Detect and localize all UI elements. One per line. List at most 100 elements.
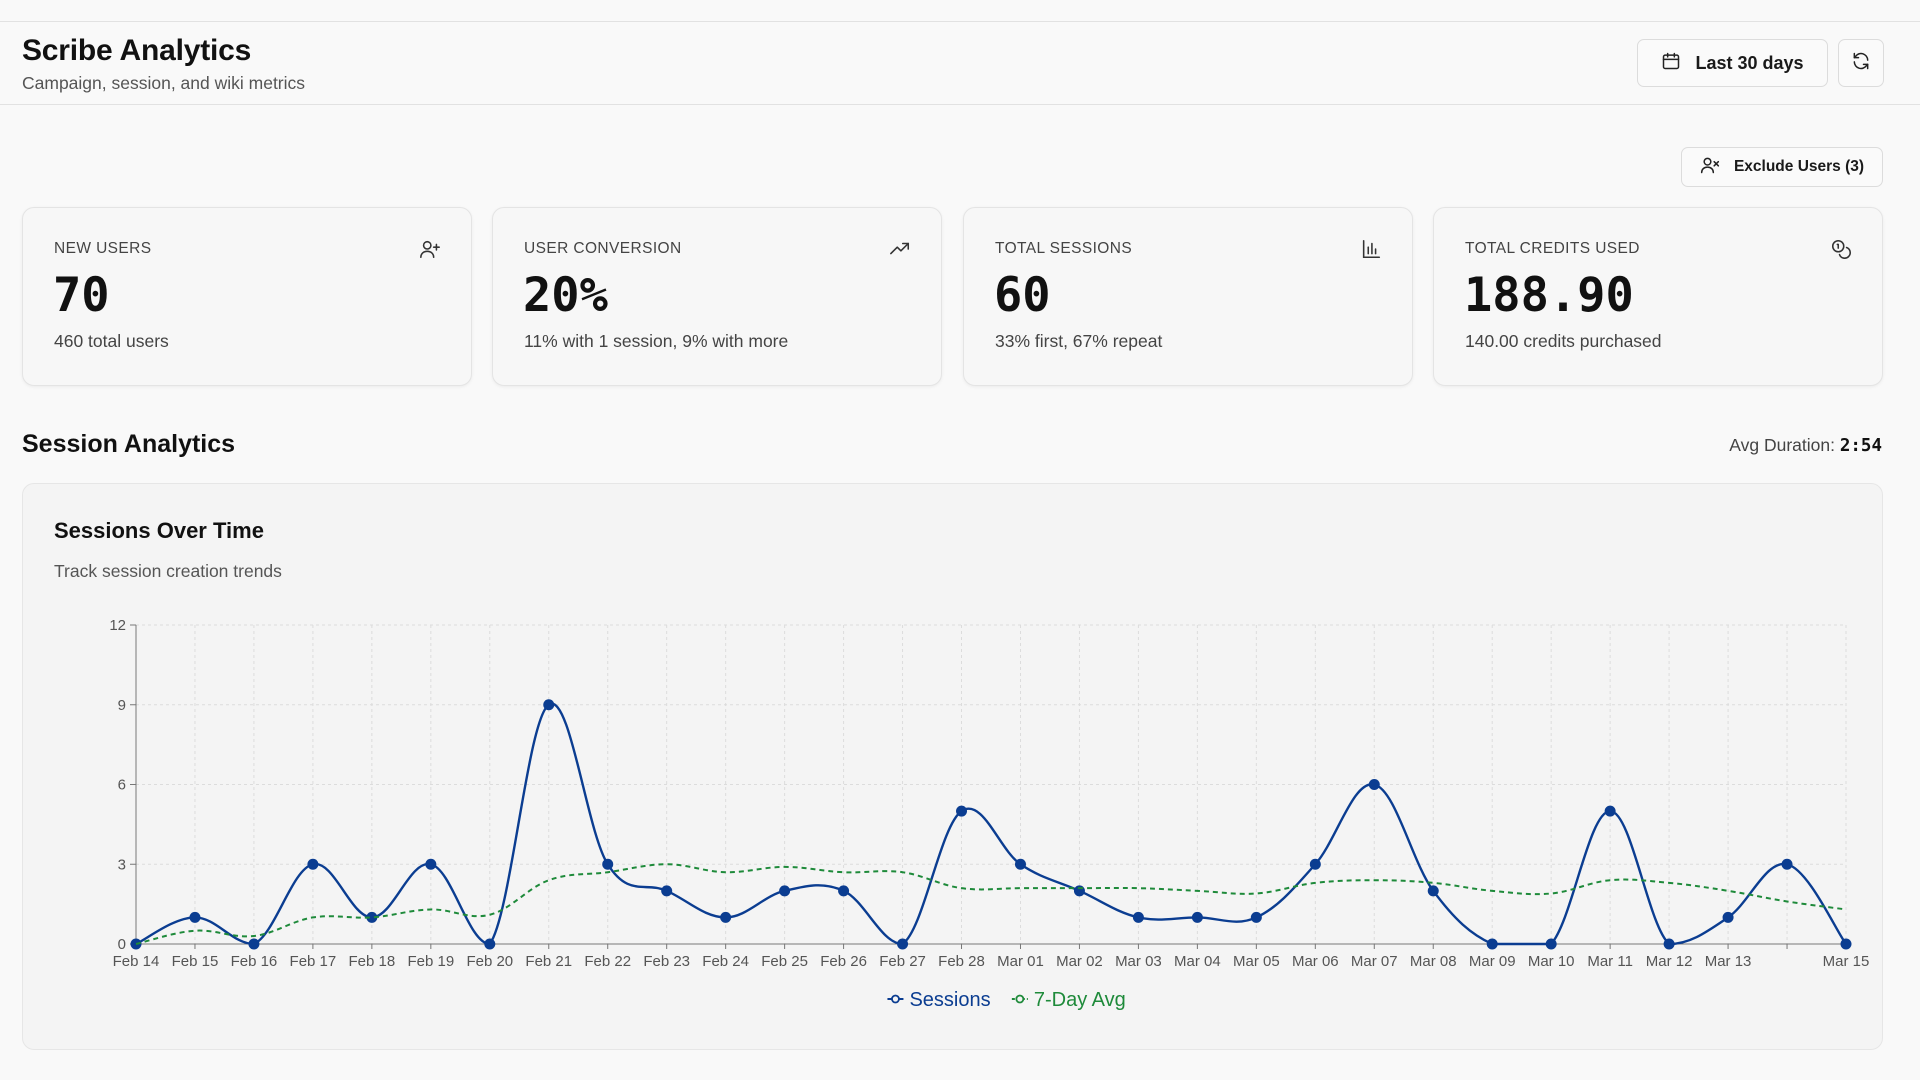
data-point-sessions bbox=[661, 885, 673, 897]
legend-item: Sessions bbox=[887, 989, 991, 1011]
x-tick-label: Feb 26 bbox=[820, 953, 867, 970]
stat-card-user-conversion: USER CONVERSION 20% 11% with 1 session, … bbox=[492, 207, 942, 386]
data-point-sessions bbox=[248, 938, 260, 950]
y-tick: 9 bbox=[118, 697, 136, 714]
data-point-sessions bbox=[1427, 885, 1439, 897]
x-tick-label: Mar 01 bbox=[997, 953, 1044, 970]
y-tick-label: 12 bbox=[109, 617, 126, 634]
x-tick-label: Mar 12 bbox=[1646, 953, 1693, 970]
chart-subtitle: Track session creation trends bbox=[54, 561, 282, 581]
date-range-button[interactable]: Last 30 days bbox=[1637, 39, 1828, 87]
data-point-sessions bbox=[956, 805, 968, 817]
data-point-sessions bbox=[1014, 858, 1026, 870]
x-tick-label: Feb 17 bbox=[290, 953, 337, 970]
x-tick-label: Feb 20 bbox=[466, 953, 513, 970]
x-tick: Feb 22 bbox=[584, 944, 631, 970]
x-tick: Mar 01 bbox=[997, 944, 1044, 970]
stat-label: NEW USERS bbox=[54, 240, 152, 257]
data-point-sessions bbox=[1191, 911, 1203, 923]
coins-icon bbox=[1830, 238, 1852, 260]
x-tick: Feb 19 bbox=[407, 944, 454, 970]
avg-duration: Avg Duration: 2:54 bbox=[1729, 435, 1882, 456]
x-tick: Mar 05 bbox=[1233, 944, 1280, 970]
x-tick-label: Feb 16 bbox=[231, 953, 278, 970]
x-tick-label: Feb 15 bbox=[172, 953, 219, 970]
refresh-button[interactable] bbox=[1838, 39, 1884, 87]
legend-swatch-marker bbox=[1015, 994, 1025, 1004]
data-point-sessions bbox=[425, 858, 437, 870]
user-x-icon bbox=[1700, 155, 1720, 180]
x-tick-label: Feb 24 bbox=[702, 953, 749, 970]
data-point-sessions bbox=[1663, 938, 1675, 950]
x-tick: Mar 07 bbox=[1351, 944, 1398, 970]
stat-label: TOTAL SESSIONS bbox=[995, 240, 1133, 257]
y-tick-label: 0 bbox=[118, 936, 126, 953]
stat-value: 70 bbox=[53, 268, 110, 323]
x-tick-label: Mar 10 bbox=[1528, 953, 1575, 970]
data-point-sessions bbox=[779, 885, 791, 897]
x-tick: Feb 24 bbox=[702, 944, 749, 970]
legend-swatch-marker bbox=[891, 994, 900, 1004]
stat-subtext: 460 total users bbox=[54, 331, 169, 351]
y-tick-label: 9 bbox=[118, 697, 126, 714]
page-subtitle: Campaign, session, and wiki metrics bbox=[22, 73, 306, 93]
stat-subtext: 140.00 credits purchased bbox=[1465, 331, 1662, 351]
x-tick-label: Feb 14 bbox=[113, 953, 160, 970]
section-title: Session Analytics bbox=[22, 430, 236, 458]
data-point-sessions bbox=[484, 938, 496, 950]
x-tick-label: Feb 25 bbox=[761, 953, 808, 970]
data-point-sessions bbox=[189, 911, 201, 923]
data-point-sessions bbox=[1781, 858, 1793, 870]
stat-value: 60 bbox=[994, 268, 1051, 323]
data-point-sessions bbox=[1368, 779, 1380, 790]
x-tick: Feb 21 bbox=[525, 944, 572, 970]
y-tick-label: 6 bbox=[118, 777, 126, 794]
x-tick-label: Mar 07 bbox=[1351, 953, 1398, 970]
stat-value: 20% bbox=[523, 268, 608, 323]
x-tick-label: Feb 19 bbox=[407, 953, 454, 970]
x-tick-label: Mar 04 bbox=[1174, 953, 1221, 970]
x-tick: Feb 17 bbox=[290, 944, 337, 970]
x-tick-label: Feb 23 bbox=[643, 953, 690, 970]
x-tick: Feb 23 bbox=[643, 944, 690, 970]
x-tick: Feb 28 bbox=[938, 944, 985, 970]
date-range-label: Last 30 days bbox=[1695, 52, 1804, 73]
y-tick-label: 3 bbox=[118, 856, 126, 873]
x-tick-label: Feb 27 bbox=[879, 953, 926, 970]
trending-up-icon bbox=[889, 238, 911, 260]
x-tick: Mar 03 bbox=[1115, 944, 1162, 970]
x-tick-label: Feb 22 bbox=[584, 953, 631, 970]
data-point-sessions bbox=[1604, 805, 1616, 817]
stat-card-total-sessions: TOTAL SESSIONS 60 33% first, 67% repeat bbox=[963, 207, 1413, 386]
data-point-sessions bbox=[1073, 885, 1085, 897]
exclude-users-label: Exclude Users (3) bbox=[1733, 158, 1865, 175]
avg-duration-label: Avg Duration: bbox=[1729, 435, 1835, 455]
x-tick-label: Feb 28 bbox=[938, 953, 985, 970]
stat-card-total-credits: TOTAL CREDITS USED 188.90 140.00 credits… bbox=[1433, 207, 1883, 386]
x-tick-label: Feb 21 bbox=[525, 953, 572, 970]
data-point-sessions bbox=[543, 699, 555, 711]
legend-item: 7-Day Avg bbox=[1011, 989, 1126, 1011]
legend-label: Sessions bbox=[909, 989, 990, 1011]
y-tick: 3 bbox=[118, 856, 136, 873]
exclude-users-button[interactable]: Exclude Users (3) bbox=[1681, 147, 1883, 187]
x-tick-label: Mar 15 bbox=[1823, 953, 1870, 970]
data-point-sessions bbox=[720, 911, 732, 923]
stat-card-new-users: NEW USERS 70 460 total users bbox=[22, 207, 472, 386]
refresh-icon bbox=[1851, 51, 1871, 76]
data-point-sessions bbox=[838, 885, 850, 897]
x-tick: Feb 26 bbox=[820, 944, 867, 970]
data-point-sessions bbox=[897, 938, 909, 950]
sessions-chart-card: Sessions Over Time Track session creatio… bbox=[22, 483, 1883, 1050]
x-tick-label: Mar 05 bbox=[1233, 953, 1280, 970]
top-border bbox=[0, 21, 1920, 22]
app-header: Scribe Analytics Campaign, session, and … bbox=[0, 22, 1920, 105]
data-point-sessions bbox=[307, 858, 319, 870]
data-point-sessions bbox=[1840, 938, 1852, 950]
x-tick: Mar 04 bbox=[1174, 944, 1221, 970]
y-tick: 6 bbox=[118, 777, 136, 794]
stat-label: TOTAL CREDITS USED bbox=[1465, 240, 1640, 257]
x-tick: Mar 13 bbox=[1705, 944, 1751, 970]
x-tick-label: Feb 18 bbox=[349, 953, 396, 970]
x-tick: Feb 18 bbox=[349, 944, 396, 970]
